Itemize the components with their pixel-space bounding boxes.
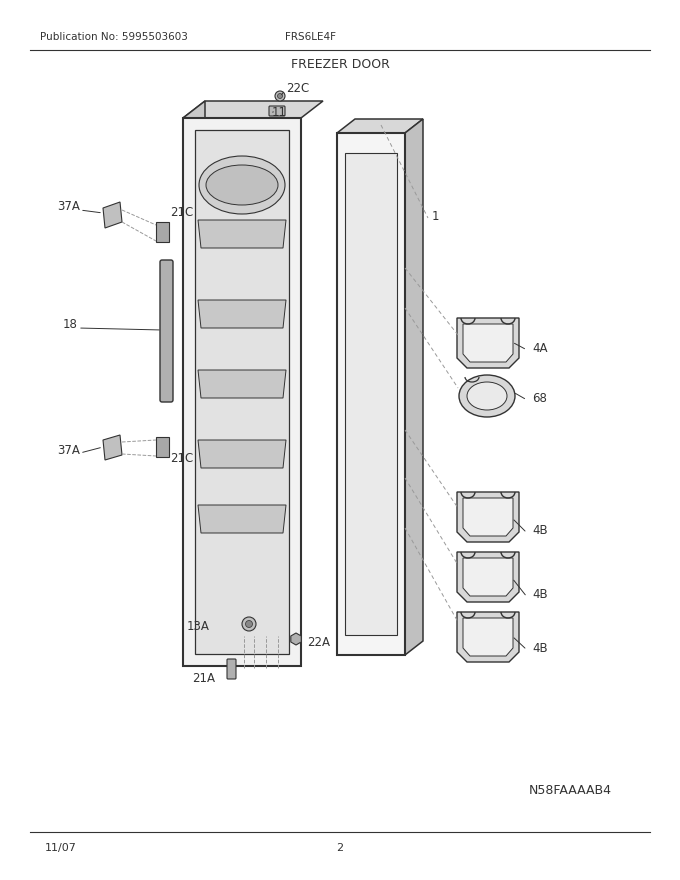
Circle shape	[242, 617, 256, 631]
Polygon shape	[198, 220, 286, 248]
Polygon shape	[457, 492, 519, 542]
FancyBboxPatch shape	[160, 260, 173, 402]
Text: 4B: 4B	[532, 589, 547, 602]
Ellipse shape	[459, 375, 515, 417]
Polygon shape	[463, 618, 513, 656]
Polygon shape	[103, 435, 122, 460]
Text: 11: 11	[272, 106, 287, 120]
Circle shape	[275, 91, 285, 101]
Polygon shape	[198, 370, 286, 398]
Text: 21C: 21C	[170, 207, 193, 219]
Polygon shape	[463, 498, 513, 536]
Text: 13A: 13A	[187, 620, 210, 634]
Polygon shape	[457, 552, 519, 602]
Polygon shape	[103, 202, 122, 228]
Bar	[195, 130, 289, 654]
Text: 18: 18	[63, 319, 78, 332]
Bar	[345, 153, 397, 635]
Circle shape	[245, 620, 252, 627]
Polygon shape	[457, 318, 519, 368]
FancyBboxPatch shape	[269, 106, 285, 116]
Ellipse shape	[467, 382, 507, 410]
Polygon shape	[463, 558, 513, 596]
Text: Publication No: 5995503603: Publication No: 5995503603	[40, 32, 188, 42]
Polygon shape	[457, 612, 519, 662]
FancyBboxPatch shape	[227, 659, 236, 679]
Text: N58FAAAAB4: N58FAAAAB4	[528, 783, 611, 796]
Polygon shape	[337, 133, 405, 655]
Text: 4A: 4A	[532, 341, 547, 355]
Polygon shape	[183, 118, 301, 666]
Text: 37A: 37A	[57, 201, 80, 214]
Text: 21C: 21C	[170, 451, 193, 465]
Polygon shape	[183, 101, 323, 118]
Text: 11/07: 11/07	[45, 843, 77, 853]
Text: 1: 1	[432, 209, 439, 223]
Text: 21A: 21A	[192, 671, 215, 685]
Text: FRS6LE4F: FRS6LE4F	[284, 32, 335, 42]
Text: 68: 68	[532, 392, 547, 405]
Polygon shape	[337, 119, 423, 133]
Polygon shape	[198, 300, 286, 328]
Text: 4B: 4B	[532, 524, 547, 537]
Text: 37A: 37A	[57, 444, 80, 457]
Bar	[156, 437, 169, 457]
Polygon shape	[463, 324, 513, 362]
Polygon shape	[291, 633, 301, 645]
Circle shape	[277, 93, 282, 99]
Polygon shape	[198, 440, 286, 468]
Bar	[156, 222, 169, 242]
Text: FREEZER DOOR: FREEZER DOOR	[290, 58, 390, 71]
Ellipse shape	[206, 165, 278, 205]
Text: 2: 2	[337, 843, 343, 853]
Polygon shape	[198, 505, 286, 533]
Text: 4B: 4B	[532, 642, 547, 655]
Polygon shape	[183, 101, 205, 666]
Ellipse shape	[199, 156, 285, 214]
Polygon shape	[405, 119, 423, 655]
Text: 22C: 22C	[286, 82, 309, 94]
Text: 22A: 22A	[307, 636, 330, 649]
